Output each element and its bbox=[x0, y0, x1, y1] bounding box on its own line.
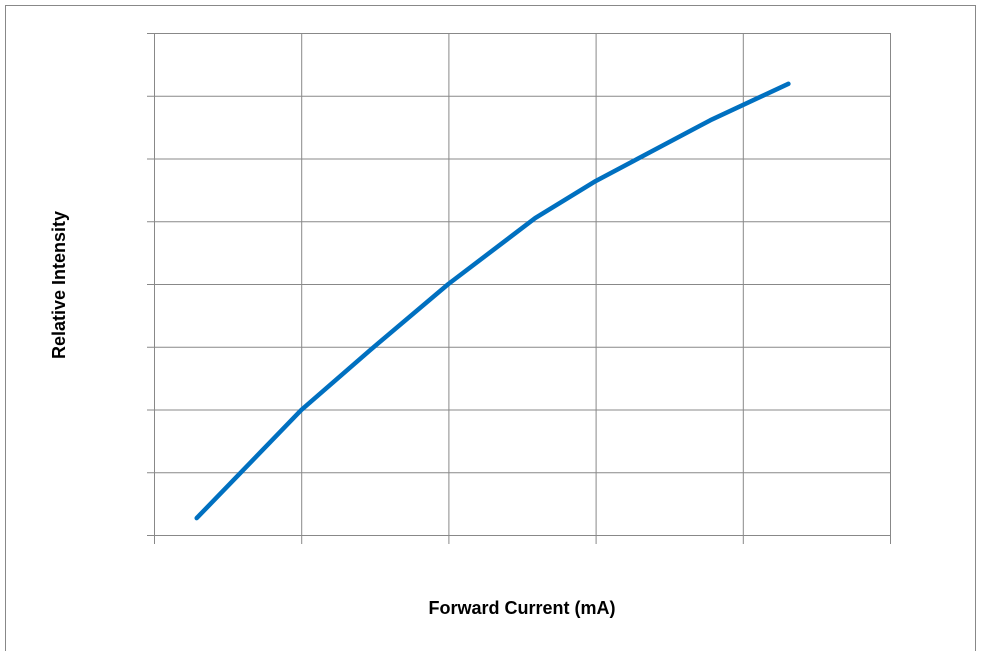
chart: Forward Current (mA) Relative Intensity bbox=[0, 0, 982, 651]
x-axis-label: Forward Current (mA) bbox=[428, 598, 615, 618]
chart-frame bbox=[6, 6, 976, 651]
y-axis-label: Relative Intensity bbox=[49, 211, 69, 359]
data-line bbox=[197, 84, 789, 518]
